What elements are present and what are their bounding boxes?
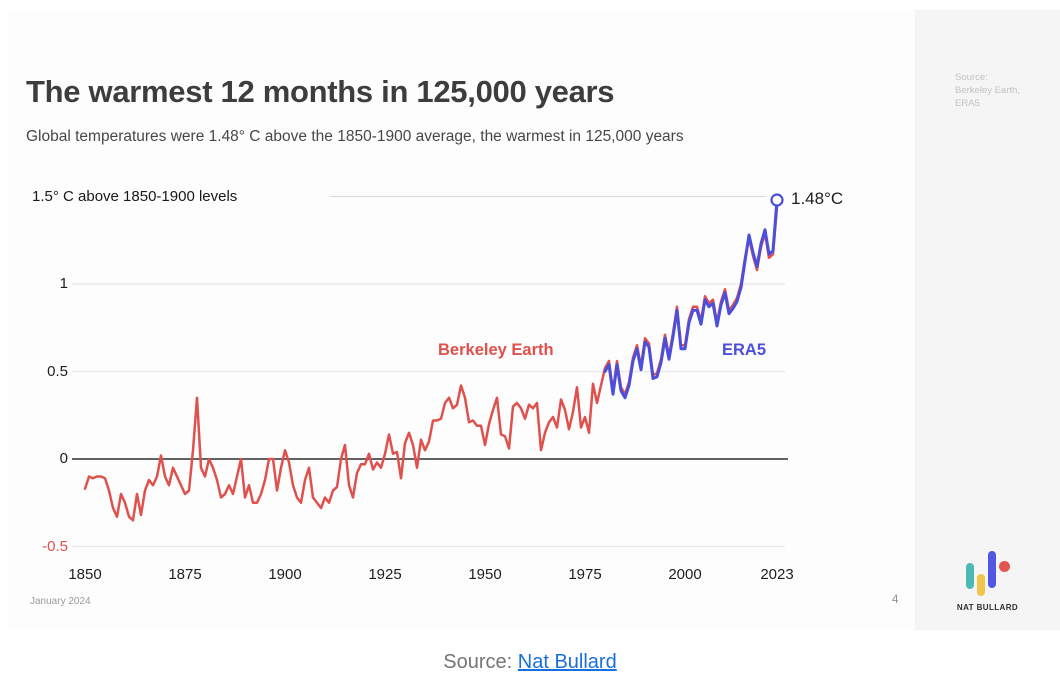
berkeley-earth-series-label: Berkeley Earth xyxy=(438,341,554,359)
page-title: The warmest 12 months in 125,000 years xyxy=(26,74,615,109)
slide-date: January 2024 xyxy=(30,596,91,607)
source-link[interactable]: Nat Bullard xyxy=(517,651,617,673)
source-line-2: Berkeley Earth, xyxy=(955,84,1020,96)
y-tick-label: -0.5 xyxy=(42,537,68,555)
source-line-3: ERA5 xyxy=(955,97,980,109)
x-tick-label: 1900 xyxy=(268,566,302,583)
logo-teal-bar xyxy=(965,563,974,589)
logo-yellow-bar xyxy=(976,574,985,596)
x-tick-label: 2023 xyxy=(760,566,794,583)
data-source-note: Source: Berkeley Earth, ERA5 xyxy=(955,72,1020,110)
peak-value-annotation: 1.48°C xyxy=(791,189,844,208)
y-tick-label: 1 xyxy=(59,275,68,292)
image-caption: Source: Nat Bullard xyxy=(0,651,1060,674)
x-axis-tick-labels: 1850 1875 1900 1925 1950 1975 2000 2023 xyxy=(8,566,1060,588)
caption-prefix: Source: xyxy=(443,651,513,673)
berkeley-earth-line xyxy=(83,205,779,522)
page-number: 4 xyxy=(892,594,899,606)
y-tick-label: 0 xyxy=(59,450,68,467)
x-tick-label: 1925 xyxy=(368,566,402,583)
peak-marker xyxy=(770,193,784,207)
era5-series-label: ERA5 xyxy=(722,341,767,359)
x-tick-label: 1975 xyxy=(568,566,602,583)
era5-line xyxy=(603,198,779,400)
brand-name: NAT BULLARD xyxy=(956,603,1019,612)
slide: The warmest 12 months in 125,000 years G… xyxy=(8,10,1060,630)
logo-red-dot xyxy=(998,561,1010,572)
page-subtitle: Global temperatures were 1.48° C above t… xyxy=(26,128,684,145)
bar-chart-logo-icon xyxy=(965,550,1010,596)
x-tick-label: 1850 xyxy=(68,566,102,583)
temperature-anomaly-chart xyxy=(72,193,788,548)
x-tick-label: 1875 xyxy=(168,566,202,583)
x-tick-label: 1950 xyxy=(468,566,502,583)
source-line-1: Source: xyxy=(955,72,988,83)
logo-blue-bar xyxy=(987,551,996,588)
x-tick-label: 2000 xyxy=(668,566,702,583)
side-panel: Source: Berkeley Earth, ERA5 NAT BULLARD xyxy=(915,10,1060,630)
nat-bullard-logo: NAT BULLARD xyxy=(915,550,1060,612)
y-axis-top-label: 1.5° C above 1850-1900 levels xyxy=(32,188,238,205)
y-tick-label: 0.5 xyxy=(47,362,68,380)
